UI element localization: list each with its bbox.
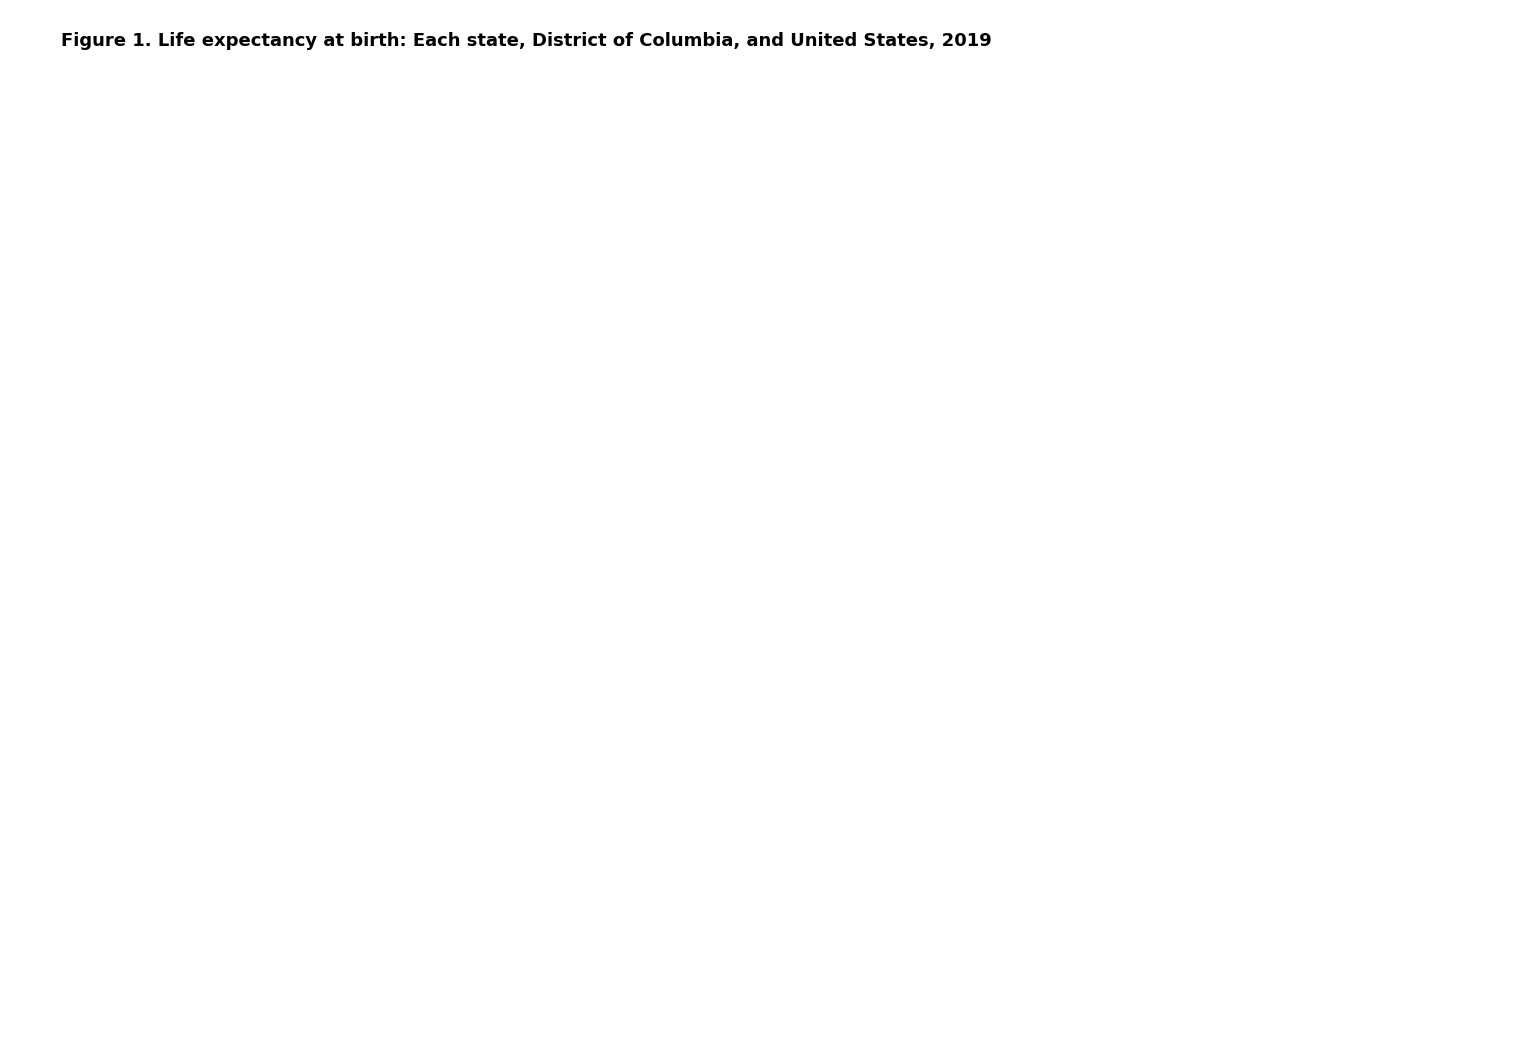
Text: Figure 1. Life expectancy at birth: Each state, District of Columbia, and United: Figure 1. Life expectancy at birth: Each… (61, 32, 992, 50)
